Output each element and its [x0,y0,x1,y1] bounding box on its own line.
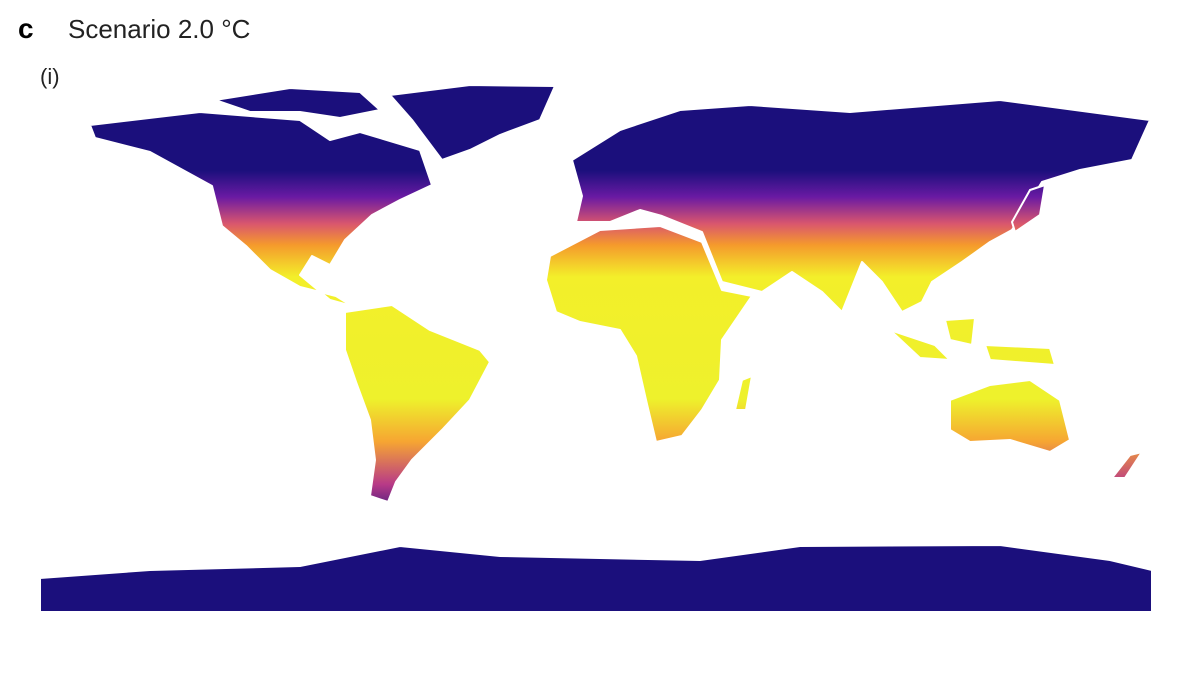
greenland [389,84,556,161]
title: Scenario 2.0 °C [68,14,250,44]
subpanel-label: (i) [40,64,60,89]
madagascar [734,375,753,411]
australia [949,379,1071,453]
arctic-islands [214,87,381,119]
north-america [89,111,433,307]
antarctica [39,544,1153,613]
new-zealand [1111,451,1143,479]
southeast-asia [889,317,1056,366]
south-america [344,304,491,503]
japan [1011,184,1046,233]
africa [545,225,753,443]
eurasia [571,99,1151,313]
panel-label: c [18,13,34,44]
world-map [39,84,1153,613]
